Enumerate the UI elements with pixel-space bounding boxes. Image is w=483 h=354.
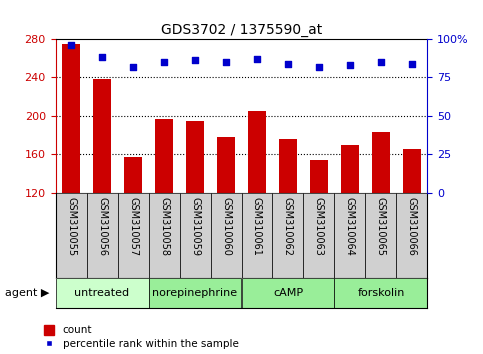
Bar: [93, 79, 112, 193]
Point: [98, 55, 106, 60]
Bar: [372, 132, 390, 193]
Bar: [248, 111, 266, 193]
Bar: [279, 139, 297, 193]
Bar: [217, 137, 235, 193]
Bar: [155, 119, 173, 193]
Point: [222, 59, 230, 65]
Point: [377, 59, 385, 65]
Text: GSM310066: GSM310066: [407, 197, 417, 256]
Bar: [341, 145, 359, 193]
Text: forskolin: forskolin: [357, 288, 405, 298]
Bar: [334, 278, 427, 308]
Text: GSM310063: GSM310063: [314, 197, 324, 256]
Point: [408, 61, 416, 67]
Text: cAMP: cAMP: [273, 288, 303, 298]
Point: [284, 61, 292, 67]
Bar: [56, 278, 149, 308]
Text: GSM310055: GSM310055: [66, 197, 76, 256]
Text: GSM310064: GSM310064: [345, 197, 355, 256]
Text: GSM310059: GSM310059: [190, 197, 200, 256]
Point: [315, 64, 323, 69]
Text: GSM310056: GSM310056: [97, 197, 107, 256]
Bar: [272, 193, 303, 278]
Text: GSM310060: GSM310060: [221, 197, 231, 256]
Point: [253, 56, 261, 62]
Bar: [117, 193, 149, 278]
Point: [129, 64, 137, 69]
Legend: count, percentile rank within the sample: count, percentile rank within the sample: [44, 325, 239, 349]
Text: GSM310065: GSM310065: [376, 197, 386, 256]
Text: GSM310061: GSM310061: [252, 197, 262, 256]
Point: [160, 59, 168, 65]
Bar: [86, 193, 117, 278]
Bar: [403, 149, 421, 193]
Text: GSM310062: GSM310062: [283, 197, 293, 256]
Bar: [334, 193, 366, 278]
Text: GSM310057: GSM310057: [128, 197, 138, 256]
Point: [191, 58, 199, 63]
Point: [346, 62, 354, 68]
Point: [67, 42, 75, 48]
Bar: [149, 193, 180, 278]
Bar: [303, 193, 334, 278]
Bar: [242, 278, 334, 308]
Text: GSM310058: GSM310058: [159, 197, 169, 256]
Bar: [180, 193, 211, 278]
Bar: [211, 193, 242, 278]
Bar: [366, 193, 397, 278]
Title: GDS3702 / 1375590_at: GDS3702 / 1375590_at: [161, 23, 322, 36]
Bar: [242, 193, 272, 278]
Bar: [62, 44, 80, 193]
Bar: [186, 121, 204, 193]
Text: agent ▶: agent ▶: [5, 288, 49, 298]
Bar: [397, 193, 427, 278]
Bar: [124, 157, 142, 193]
Text: norepinephrine: norepinephrine: [153, 288, 238, 298]
Bar: [149, 278, 242, 308]
Bar: [310, 160, 328, 193]
Text: untreated: untreated: [74, 288, 129, 298]
Bar: [56, 193, 86, 278]
